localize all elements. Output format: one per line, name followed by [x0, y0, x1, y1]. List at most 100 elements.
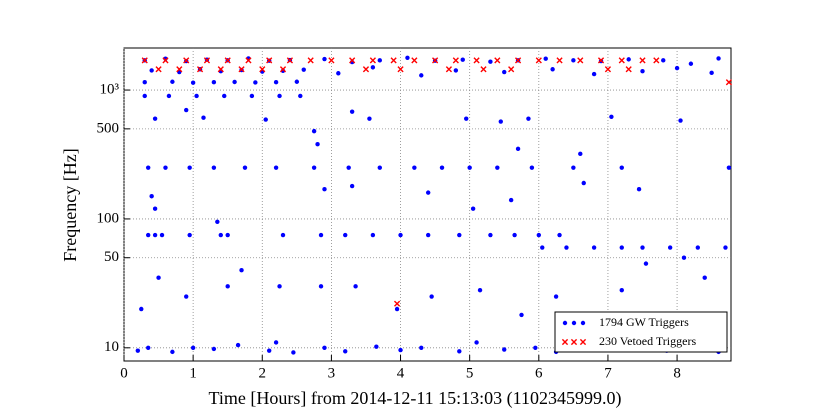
vetoed-trigger: [625, 66, 632, 73]
gw-trigger: [187, 165, 192, 170]
gw-trigger: [156, 275, 161, 280]
gw-trigger: [336, 71, 341, 76]
gw-trigger: [571, 58, 576, 63]
vetoed-trigger: [397, 66, 404, 73]
gw-trigger: [467, 165, 472, 170]
gw-trigger: [526, 116, 531, 121]
gw-trigger: [405, 55, 410, 60]
gw-trigger: [242, 165, 248, 170]
gw-trigger: [170, 79, 175, 84]
gw-trigger: [377, 165, 382, 170]
x-tick-label: 8: [673, 365, 681, 381]
gw-trigger: [457, 349, 462, 354]
gw-trigger: [619, 165, 624, 170]
gw-trigger: [249, 93, 255, 99]
gw-trigger: [488, 59, 493, 64]
gw-trigger: [142, 80, 147, 85]
gw-trigger: [474, 340, 479, 345]
gw-trigger: [211, 165, 217, 170]
legend-marker: [562, 320, 568, 326]
gw-trigger: [419, 345, 424, 351]
legend-label: 230 Vetoed Triggers: [599, 334, 696, 348]
gw-trigger: [194, 93, 199, 99]
legend-label: 1794 GW Triggers: [599, 315, 689, 329]
gw-trigger: [280, 232, 286, 238]
gw-trigger: [626, 57, 631, 62]
gw-trigger: [533, 345, 538, 351]
legend-marker: [561, 338, 569, 346]
legend-marker: [579, 338, 587, 346]
gw-trigger: [263, 117, 268, 122]
gw-trigger: [536, 232, 542, 238]
vetoed-trigger: [411, 57, 418, 64]
gw-trigger: [515, 146, 521, 152]
gw-trigger: [311, 128, 317, 134]
gw-trigger: [553, 294, 559, 299]
gw-trigger: [277, 93, 282, 99]
gw-trigger: [674, 65, 680, 71]
x-tick-label: 2: [259, 365, 267, 381]
gw-trigger: [343, 349, 348, 354]
gw-trigger: [512, 232, 517, 238]
x-tick-label: 3: [328, 365, 336, 381]
gw-trigger: [311, 165, 317, 170]
gw-trigger: [723, 245, 728, 250]
gw-trigger: [571, 165, 576, 170]
gw-trigger: [211, 80, 217, 85]
vetoed-trigger: [183, 57, 190, 64]
legend: 1794 GW Triggers 230 Vetoed Triggers: [554, 311, 728, 353]
gw-trigger: [460, 57, 465, 62]
gw-trigger: [163, 165, 168, 170]
vetoed-trigger: [432, 57, 439, 64]
gw-trigger: [225, 284, 230, 289]
gw-trigger: [543, 56, 548, 61]
vetoed-trigger: [238, 66, 245, 73]
vetoed-trigger: [176, 66, 183, 73]
x-tick-label: 1: [189, 365, 197, 381]
vetoed-trigger: [217, 66, 224, 73]
gw-trigger: [709, 70, 714, 76]
vetoed-trigger: [639, 57, 646, 64]
gw-trigger: [643, 261, 649, 266]
gw-trigger: [322, 345, 327, 351]
x-axis-label: Time [Hours] from 2014-12-11 15:13:03 (1…: [209, 388, 622, 409]
vetoed-trigger: [494, 57, 501, 64]
gw-trigger: [184, 107, 189, 113]
gw-trigger: [149, 68, 154, 73]
gw-trigger: [145, 165, 151, 170]
gw-trigger: [322, 56, 327, 62]
vetoed-trigger: [286, 57, 294, 64]
gw-trigger: [702, 275, 707, 280]
gw-trigger: [425, 232, 431, 238]
gw-trigger: [370, 232, 376, 238]
gw-trigger: [318, 232, 324, 238]
x-tick-label: 6: [535, 365, 543, 381]
gw-trigger: [139, 306, 144, 312]
legend-marker: [570, 338, 578, 346]
vetoed-trigger: [196, 66, 204, 73]
gw-trigger: [619, 287, 624, 293]
gw-trigger: [222, 93, 227, 99]
gw-trigger: [591, 71, 597, 77]
vetoed-trigger: [473, 57, 480, 64]
gw-trigger: [609, 114, 614, 120]
gw-trigger: [152, 116, 158, 121]
x-tick-label: 5: [466, 365, 474, 381]
gw-trigger: [636, 187, 642, 192]
gw-trigger: [464, 116, 469, 121]
gw-trigger: [688, 61, 694, 66]
gw-trigger: [477, 287, 483, 293]
gw-trigger: [398, 347, 403, 353]
gw-trigger: [488, 232, 493, 238]
grid: [123, 48, 731, 361]
gw-trigger: [349, 109, 355, 114]
gw-trigger: [681, 255, 687, 260]
vetoed-trigger: [514, 57, 522, 64]
vetoed-trigger: [445, 66, 453, 73]
gw-trigger: [349, 183, 355, 189]
gw-trigger: [211, 346, 217, 352]
vetoed-trigger: [266, 57, 273, 64]
y-tick-label: 100: [97, 210, 120, 226]
gw-trigger: [201, 115, 206, 120]
